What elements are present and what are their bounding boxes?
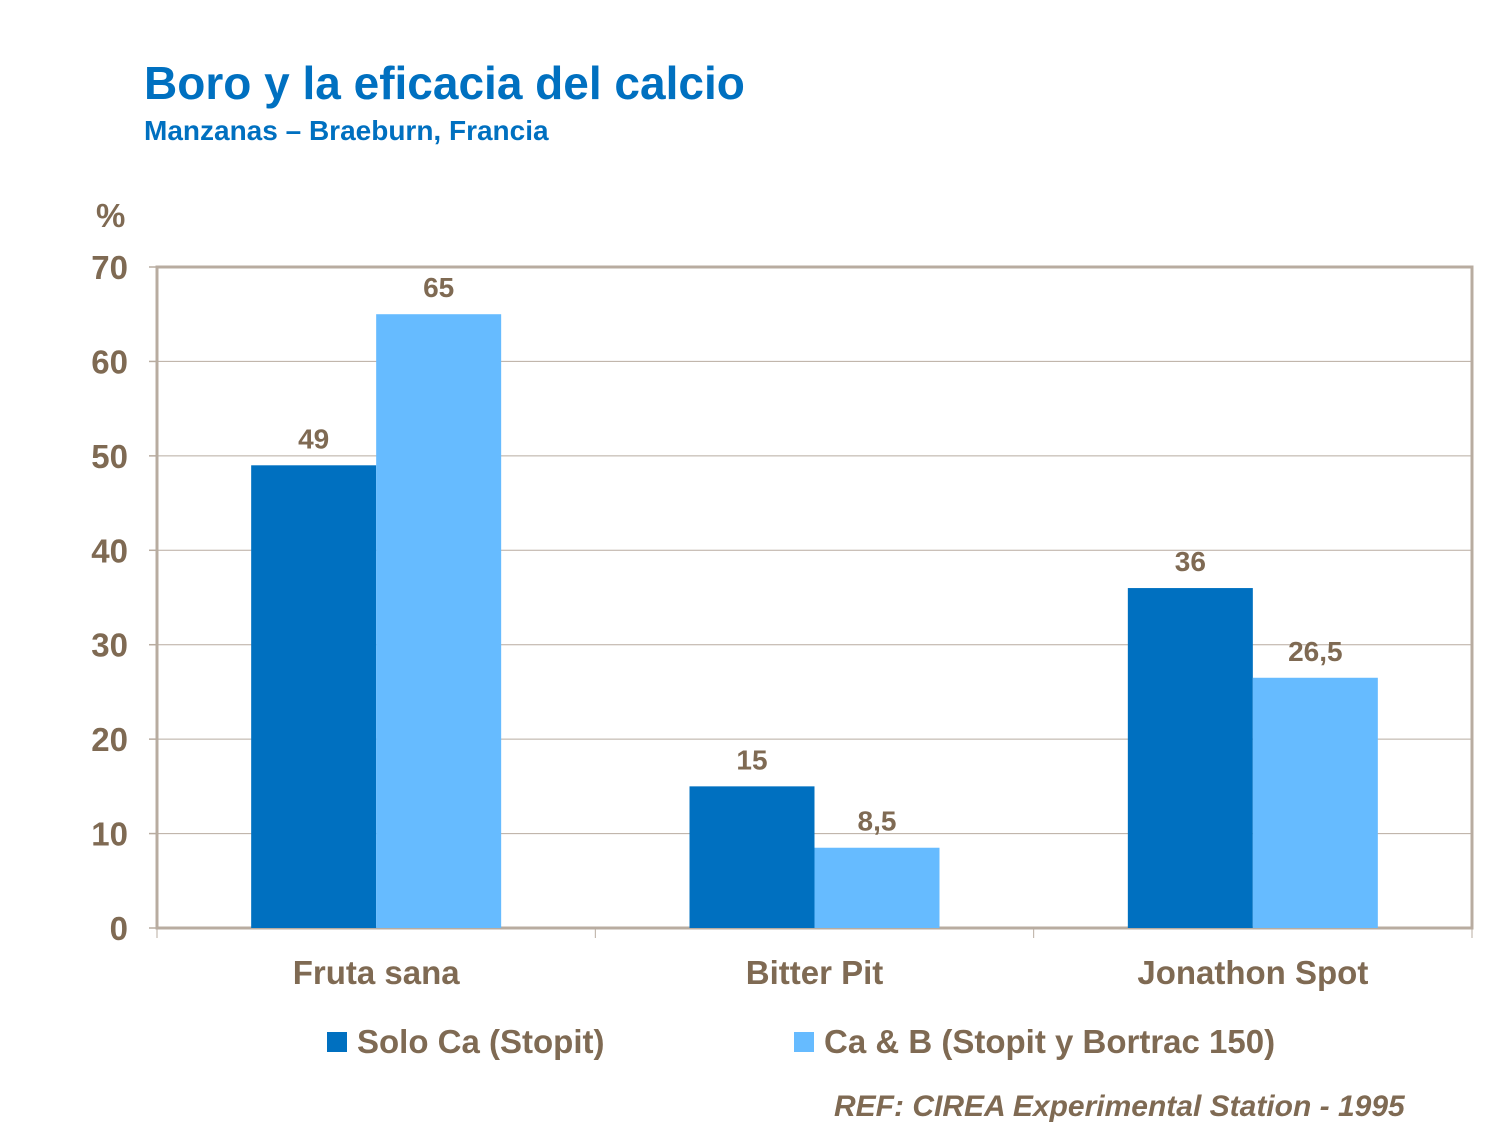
- chart-title: Boro y la eficacia del calcio: [144, 57, 745, 109]
- data-label: 8,5: [858, 806, 897, 837]
- bar: [1252, 677, 1378, 928]
- y-tick-label: 70: [91, 249, 128, 286]
- y-tick-label: 40: [91, 532, 128, 569]
- y-tick-label: 50: [91, 438, 128, 475]
- data-label: 26,5: [1288, 636, 1343, 667]
- bar: [376, 314, 502, 928]
- bar: [1127, 588, 1253, 928]
- legend-swatch: [794, 1032, 814, 1052]
- data-label: 15: [736, 744, 767, 775]
- y-axis-label: %: [96, 197, 125, 234]
- reference-note: REF: CIREA Experimental Station - 1995: [834, 1090, 1405, 1123]
- y-tick-label: 10: [91, 816, 128, 853]
- data-label: 36: [1175, 546, 1206, 577]
- bar: [814, 847, 940, 928]
- legend-swatch: [327, 1032, 347, 1052]
- x-tick-label: Bitter Pit: [746, 954, 884, 991]
- data-label: 65: [423, 272, 454, 303]
- bar: [689, 786, 815, 928]
- chart-subtitle: Manzanas – Braeburn, Francia: [144, 115, 549, 146]
- data-label: 49: [298, 423, 329, 454]
- y-tick-label: 0: [110, 910, 128, 947]
- y-tick-label: 30: [91, 627, 128, 664]
- x-tick-label: Fruta sana: [293, 954, 461, 991]
- y-tick-label: 20: [91, 721, 128, 758]
- x-tick-label: Jonathon Spot: [1137, 954, 1368, 991]
- legend-label: Solo Ca (Stopit): [357, 1023, 604, 1060]
- legend-label: Ca & B (Stopit y Bortrac 150): [824, 1023, 1275, 1060]
- y-tick-label: 60: [91, 343, 128, 380]
- bar: [251, 465, 377, 928]
